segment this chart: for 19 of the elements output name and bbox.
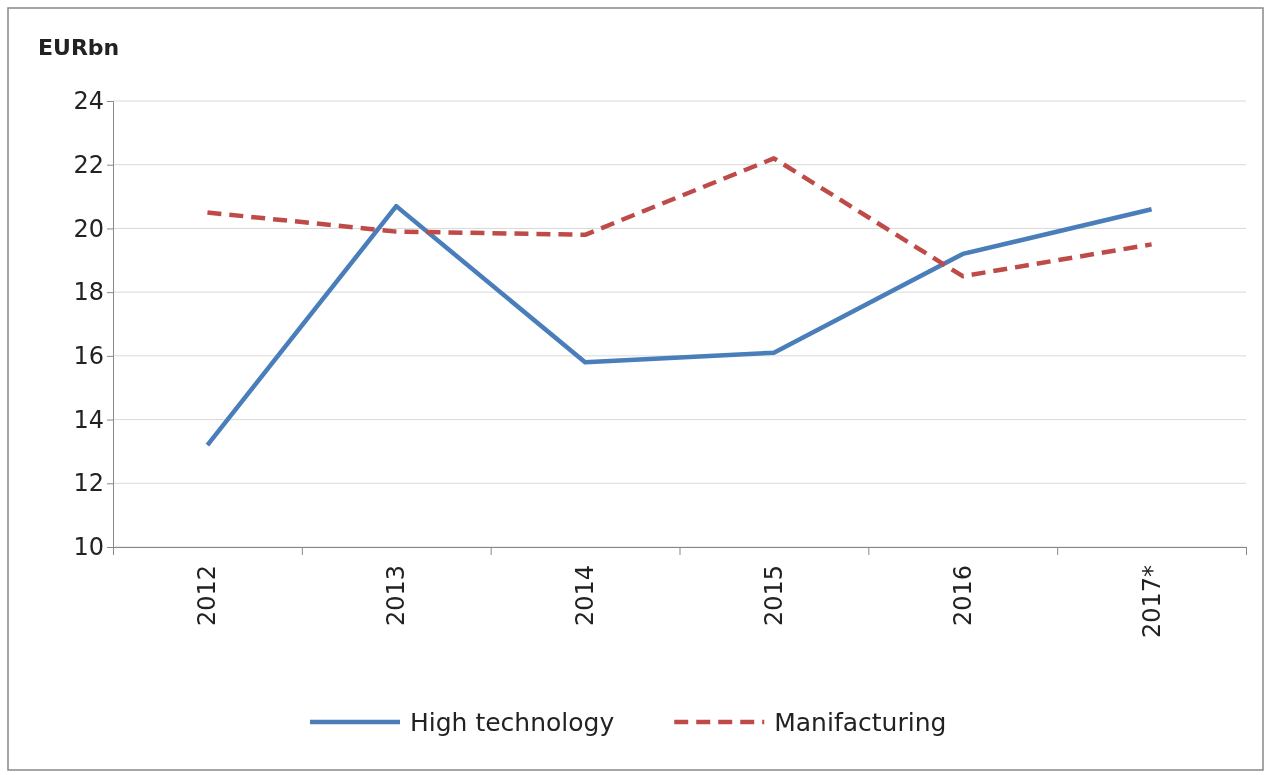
y-tick-label: 24 bbox=[73, 87, 104, 116]
y-tick-label: 14 bbox=[73, 405, 104, 434]
legend-label: Manifacturing bbox=[774, 708, 947, 737]
y-tick-label: 20 bbox=[73, 214, 104, 243]
line-series bbox=[205, 203, 1154, 448]
legend-label: High technology bbox=[410, 708, 615, 737]
y-tick-label: 22 bbox=[73, 150, 104, 179]
y-tick-label: 12 bbox=[73, 469, 104, 498]
y-tick-label: 16 bbox=[73, 342, 104, 371]
x-tick-label: 2014 bbox=[571, 565, 600, 627]
x-tick-label: 2015 bbox=[759, 565, 788, 627]
line-series bbox=[205, 156, 1154, 279]
y-tick-label: 10 bbox=[73, 533, 104, 562]
x-tick-label: 2016 bbox=[948, 565, 977, 627]
x-tick-label: 2017* bbox=[1137, 565, 1166, 639]
x-tick-label: 2012 bbox=[193, 565, 222, 627]
x-tick-label: 2013 bbox=[382, 565, 411, 627]
y-axis-title: EURbn bbox=[38, 35, 120, 60]
y-tick-label: 18 bbox=[73, 278, 104, 307]
